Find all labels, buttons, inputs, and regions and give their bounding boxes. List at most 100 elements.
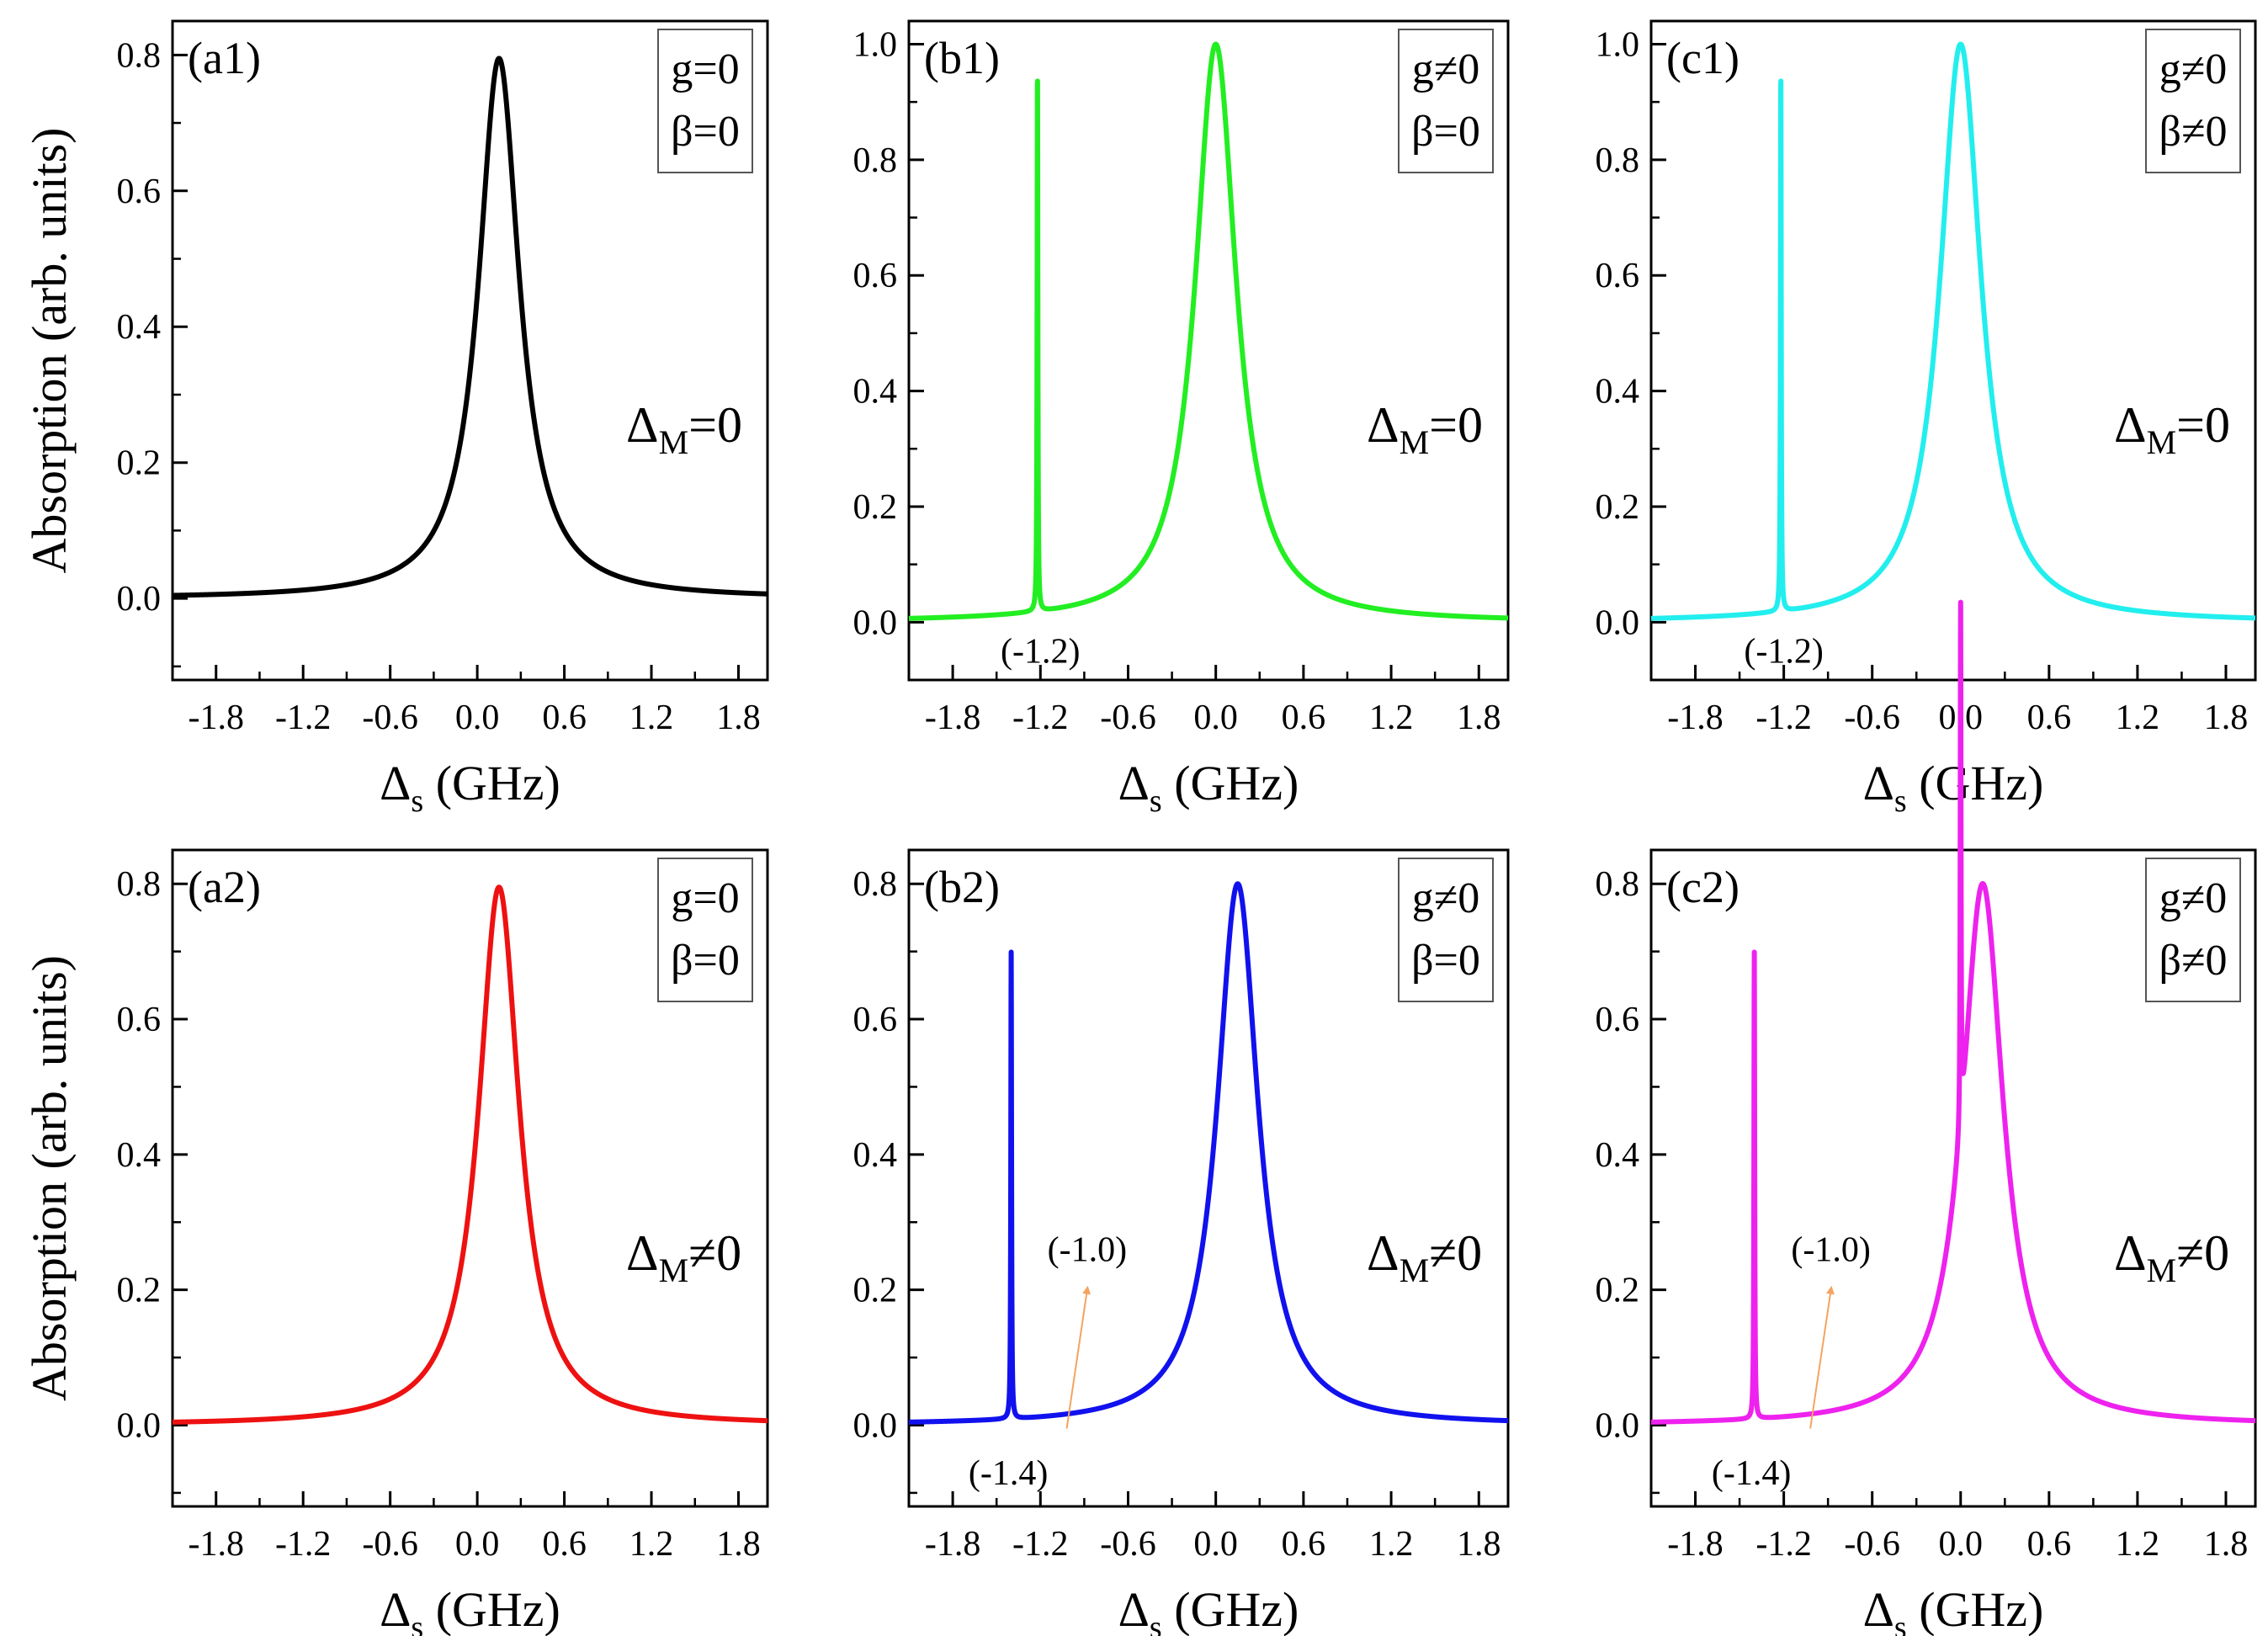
detuning-label: ΔM≠0 bbox=[2114, 1225, 2229, 1289]
panel-a2: -1.8 -1.2 -0.6 0.0 0.6 1.2 1.8 0.0 0.2 0.4 0.6 0.8 (… bbox=[22, 848, 770, 1636]
x-tick-label: 1.2 bbox=[629, 698, 674, 737]
plot-frame bbox=[907, 848, 1510, 1508]
annotation: (-1.4) bbox=[1712, 1454, 1791, 1493]
x-axis-subscript: s bbox=[1150, 783, 1162, 819]
y-tick-label: 0.6 bbox=[117, 173, 162, 211]
y-tick-label: 0.8 bbox=[1596, 141, 1640, 180]
y-tick-label: 0.6 bbox=[1596, 1001, 1640, 1039]
detuning-label: ΔM≠0 bbox=[626, 1225, 741, 1289]
x-axis-symbol: Δ bbox=[1863, 1582, 1894, 1636]
detuning-subscript: M bbox=[2147, 423, 2177, 461]
panel-label: (b2) bbox=[924, 862, 1000, 912]
x-tick-label: -1.2 bbox=[1012, 1525, 1069, 1564]
legend-entry: g≠0 bbox=[1412, 45, 1480, 93]
y-tick-label: 0.8 bbox=[117, 865, 162, 904]
detuning-label: ΔM=0 bbox=[2114, 397, 2230, 461]
detuning-value: ≠0 bbox=[1429, 1225, 1482, 1281]
panel-label: (b1) bbox=[924, 33, 1000, 83]
y-tick-label: 0.4 bbox=[853, 1136, 898, 1175]
x-tick-label: 1.8 bbox=[1457, 698, 1501, 737]
panel-label: (c1) bbox=[1666, 33, 1740, 83]
x-tick-label: 1.8 bbox=[2204, 1525, 2249, 1564]
detuning-subscript: M bbox=[2147, 1251, 2177, 1289]
legend-entry: g≠0 bbox=[2159, 874, 2228, 922]
y-tick-label: 0.8 bbox=[853, 865, 898, 904]
x-tick-label: 0.0 bbox=[1193, 1525, 1238, 1564]
detuning-label: ΔM=0 bbox=[1367, 397, 1483, 461]
detuning-label: ΔM≠0 bbox=[1367, 1225, 1482, 1289]
plot-frame bbox=[1649, 848, 2257, 1508]
x-tick-label: -1.8 bbox=[1667, 1525, 1724, 1564]
legend-box bbox=[1398, 858, 1494, 1002]
x-axis-unit: (GHz) bbox=[1907, 1582, 2044, 1636]
x-axis-symbol: Δ bbox=[1863, 756, 1894, 810]
y-tick-label: 0.0 bbox=[117, 580, 162, 619]
x-tick-label: -1.8 bbox=[188, 1525, 244, 1564]
x-axis-unit: (GHz) bbox=[423, 1582, 560, 1636]
panel-c2: -1.8 -1.2 -0.6 0.0 0.6 1.2 1.8 0.0 0.2 0.4 0.6 0.8 (… bbox=[1596, 599, 2258, 1636]
legend-entry: β≠0 bbox=[2159, 108, 2228, 156]
legend-box bbox=[2145, 29, 2241, 173]
detuning-value: =0 bbox=[1429, 397, 1483, 453]
detuning-subscript: M bbox=[659, 423, 689, 461]
legend-entry: g≠0 bbox=[1412, 874, 1480, 922]
plot-frame bbox=[171, 19, 769, 682]
detuning-value: ≠0 bbox=[688, 1225, 741, 1281]
x-axis-label: Δs (GHz) bbox=[1863, 756, 2044, 819]
y-axis-label: Absorption (arb. units) bbox=[22, 955, 77, 1401]
panel-a1: -1.8 -1.2 -0.6 0.0 0.6 1.2 1.8 0.0 0.2 0.4 0.6 0.8 (… bbox=[22, 19, 770, 819]
annotation: (-1.4) bbox=[969, 1454, 1048, 1493]
x-tick-label: -0.6 bbox=[362, 698, 418, 737]
annotation: (-1.0) bbox=[1791, 1230, 1870, 1269]
x-tick-label: 0.0 bbox=[455, 698, 500, 737]
x-tick-label: 1.8 bbox=[716, 698, 761, 737]
annotation-arrow bbox=[1809, 1285, 1835, 1429]
x-tick-label: 1.2 bbox=[2116, 1525, 2160, 1564]
y-tick-label: 0.6 bbox=[853, 257, 898, 295]
y-tick-label: 0.0 bbox=[1596, 1407, 1640, 1446]
y-tick-label: 0.4 bbox=[117, 1136, 162, 1175]
x-tick-label: -1.2 bbox=[1755, 1525, 1812, 1564]
x-axis-unit: (GHz) bbox=[1907, 756, 2044, 810]
detuning-value: =0 bbox=[688, 397, 742, 453]
x-axis-label: Δs (GHz) bbox=[1863, 1582, 2044, 1636]
x-tick-label: 1.2 bbox=[629, 1525, 674, 1564]
x-tick-label: -1.8 bbox=[1667, 698, 1724, 737]
y-tick-label: 0.0 bbox=[117, 1407, 162, 1446]
y-tick-label: 0.8 bbox=[1596, 865, 1640, 904]
x-tick-label: -1.2 bbox=[1012, 698, 1069, 737]
x-tick-label: -1.2 bbox=[275, 1525, 332, 1564]
plot-frame bbox=[171, 848, 769, 1508]
y-tick-label: 0.8 bbox=[853, 141, 898, 180]
x-tick-label: 1.2 bbox=[1369, 698, 1414, 737]
legend-box bbox=[2145, 858, 2241, 1002]
x-tick-label: -1.8 bbox=[188, 698, 244, 737]
legend-entry: β≠0 bbox=[2159, 937, 2228, 985]
detuning-symbol: Δ bbox=[1367, 1225, 1400, 1281]
y-tick-label: 0.6 bbox=[853, 1001, 898, 1039]
detuning-symbol: Δ bbox=[2114, 397, 2147, 453]
x-tick-label: 0.6 bbox=[542, 698, 587, 737]
detuning-label: ΔM=0 bbox=[626, 397, 742, 461]
y-axis-label: Absorption (arb. units) bbox=[22, 128, 77, 574]
x-axis-symbol: Δ bbox=[1118, 1582, 1150, 1636]
x-tick-label: 0.6 bbox=[542, 1525, 587, 1564]
x-tick-label: -1.8 bbox=[925, 698, 981, 737]
legend-box bbox=[657, 858, 753, 1002]
detuning-subscript: M bbox=[659, 1251, 689, 1289]
series-line-absorption bbox=[1649, 599, 2258, 1425]
x-tick-label: 0.6 bbox=[2027, 1525, 2072, 1564]
x-axis-symbol: Δ bbox=[380, 1582, 411, 1636]
detuning-symbol: Δ bbox=[626, 1225, 659, 1281]
x-axis-subscript: s bbox=[1894, 783, 1907, 819]
y-tick-label: 0.4 bbox=[853, 373, 898, 412]
y-tick-label: 0.0 bbox=[853, 1407, 898, 1446]
x-tick-label: -0.6 bbox=[1100, 698, 1156, 737]
x-tick-label: 0.0 bbox=[1193, 698, 1238, 737]
x-axis-subscript: s bbox=[411, 1610, 423, 1636]
x-tick-label: -0.6 bbox=[362, 1525, 418, 1564]
x-tick-label: -0.6 bbox=[1844, 698, 1900, 737]
y-tick-label: 1.0 bbox=[853, 25, 898, 64]
series-line-absorption bbox=[906, 41, 1511, 621]
